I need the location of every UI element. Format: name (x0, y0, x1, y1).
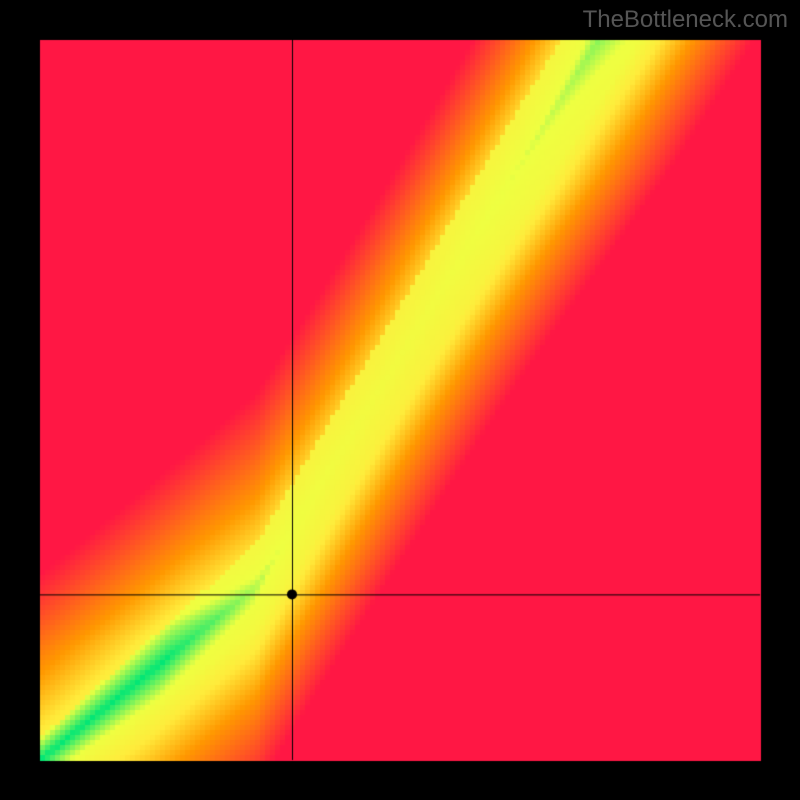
watermark-text: TheBottleneck.com (583, 6, 788, 34)
heatmap-canvas (0, 0, 800, 800)
chart-container: TheBottleneck.com (0, 0, 800, 800)
